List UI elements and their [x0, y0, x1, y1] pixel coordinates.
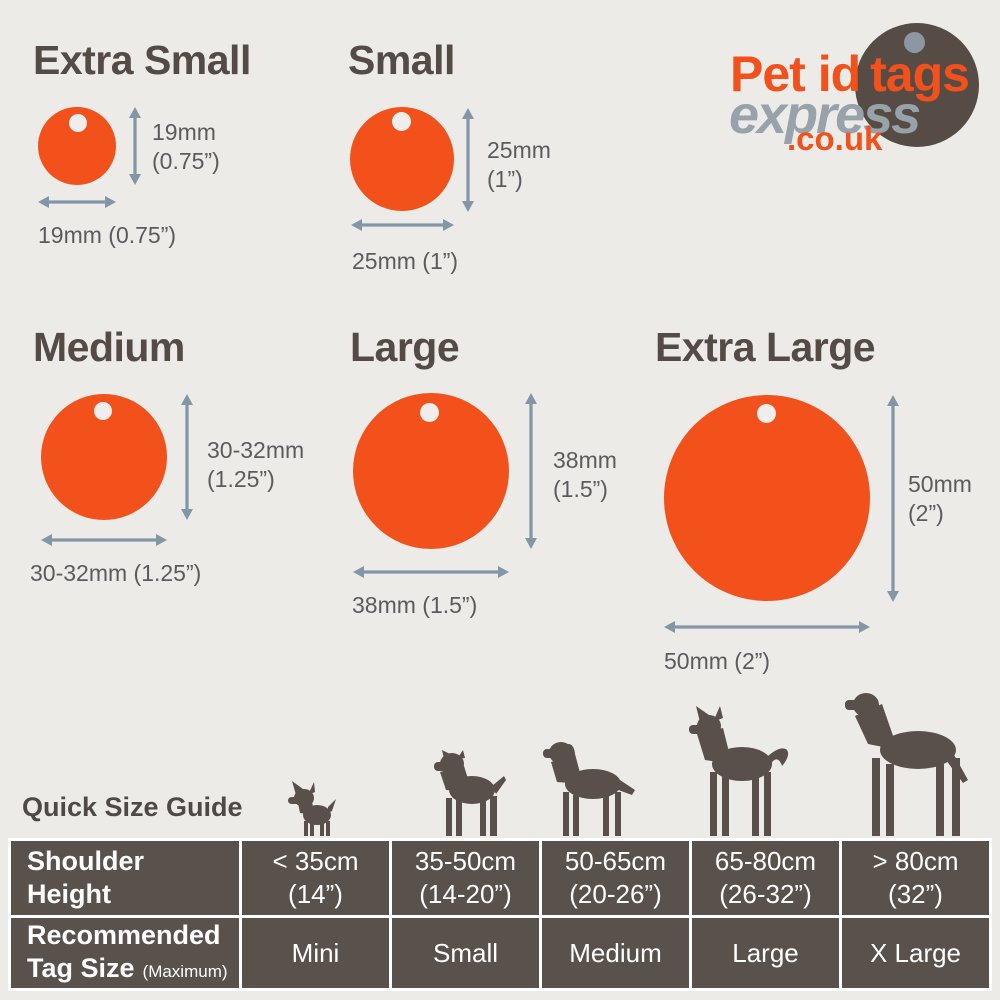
- width-label-small: 25mm (1”): [352, 248, 459, 274]
- logo-wordmark-couk: .co.uk: [787, 120, 883, 157]
- table-cell-tagsize-2: Small: [392, 918, 539, 988]
- width-label-medium: 30-32mm (1.25”): [30, 560, 202, 586]
- title-small: Small: [348, 37, 455, 83]
- title-extra-small: Extra Small: [33, 37, 251, 83]
- height-label-extra-large: 50mm (2”): [908, 471, 972, 526]
- table-cell-shoulder-1: < 35cm (14”): [242, 841, 389, 915]
- width-label-large: 38mm (1.5”): [352, 592, 478, 618]
- height-label-extra-small: 19mm (0.75”): [152, 119, 220, 174]
- table-row-label-shoulder-height: Shoulder Height: [11, 841, 239, 915]
- tag-hole-icon: [94, 402, 112, 420]
- size-guide-table: Shoulder Height < 35cm (14”) 35-50cm (14…: [8, 838, 992, 991]
- width-arrow-icon: [38, 196, 116, 208]
- quick-size-guide-title: Quick Size Guide: [22, 792, 243, 822]
- title-large: Large: [350, 324, 460, 370]
- height-arrow-icon: [181, 394, 193, 520]
- table-cell-tagsize-1: Mini: [242, 918, 389, 988]
- logo-wordmark-express: express: [729, 85, 921, 145]
- height-arrow-icon: [525, 393, 537, 549]
- dog-great-dane-icon: [845, 693, 968, 836]
- table-cell-tagsize-3: Medium: [542, 918, 689, 988]
- table-cell-tagsize-5: X Large: [842, 918, 989, 988]
- dog-pointer-icon: [543, 742, 635, 836]
- table-row-label-recommended-tag-size: Recommended Tag Size (Maximum): [11, 918, 239, 988]
- dog-shepherd-icon: [689, 706, 789, 836]
- height-label-small: 25mm (1”): [487, 137, 551, 192]
- table-cell-shoulder-3: 50-65cm (20-26”): [542, 841, 689, 915]
- width-label-extra-small: 19mm (0.75”): [38, 222, 177, 248]
- height-arrow-icon: [887, 395, 899, 602]
- table-cell-shoulder-2: 35-50cm (14-20”): [392, 841, 539, 915]
- tag-hole-icon: [757, 404, 776, 423]
- width-arrow-icon: [664, 621, 870, 633]
- tag-circle-extra-large: [664, 395, 870, 601]
- height-arrow-icon: [462, 108, 474, 212]
- width-arrow-icon: [351, 219, 454, 231]
- tag-hole-icon: [69, 114, 87, 132]
- width-label-extra-large: 50mm (2”): [664, 648, 771, 674]
- width-arrow-icon: [41, 534, 167, 546]
- height-arrow-icon: [129, 107, 141, 185]
- dog-chihuahua-icon: [288, 781, 336, 836]
- tag-hole-icon: [420, 403, 439, 422]
- logo-wordmark-line1: Pet id tags: [730, 46, 970, 102]
- title-extra-large: Extra Large: [655, 324, 876, 370]
- height-label-medium: 30-32mm (1.25”): [207, 437, 305, 492]
- width-arrow-icon: [353, 566, 509, 578]
- tag-hole-icon: [392, 112, 411, 131]
- dog-terrier-icon: [434, 750, 506, 836]
- table-cell-shoulder-5: > 80cm (32”): [842, 841, 989, 915]
- table-cell-shoulder-4: 65-80cm (26-32”): [692, 841, 839, 915]
- height-label-large: 38mm (1.5”): [553, 447, 617, 502]
- logo-tag-hole-icon: [904, 32, 925, 53]
- title-medium: Medium: [33, 324, 185, 370]
- table-cell-tagsize-4: Large: [692, 918, 839, 988]
